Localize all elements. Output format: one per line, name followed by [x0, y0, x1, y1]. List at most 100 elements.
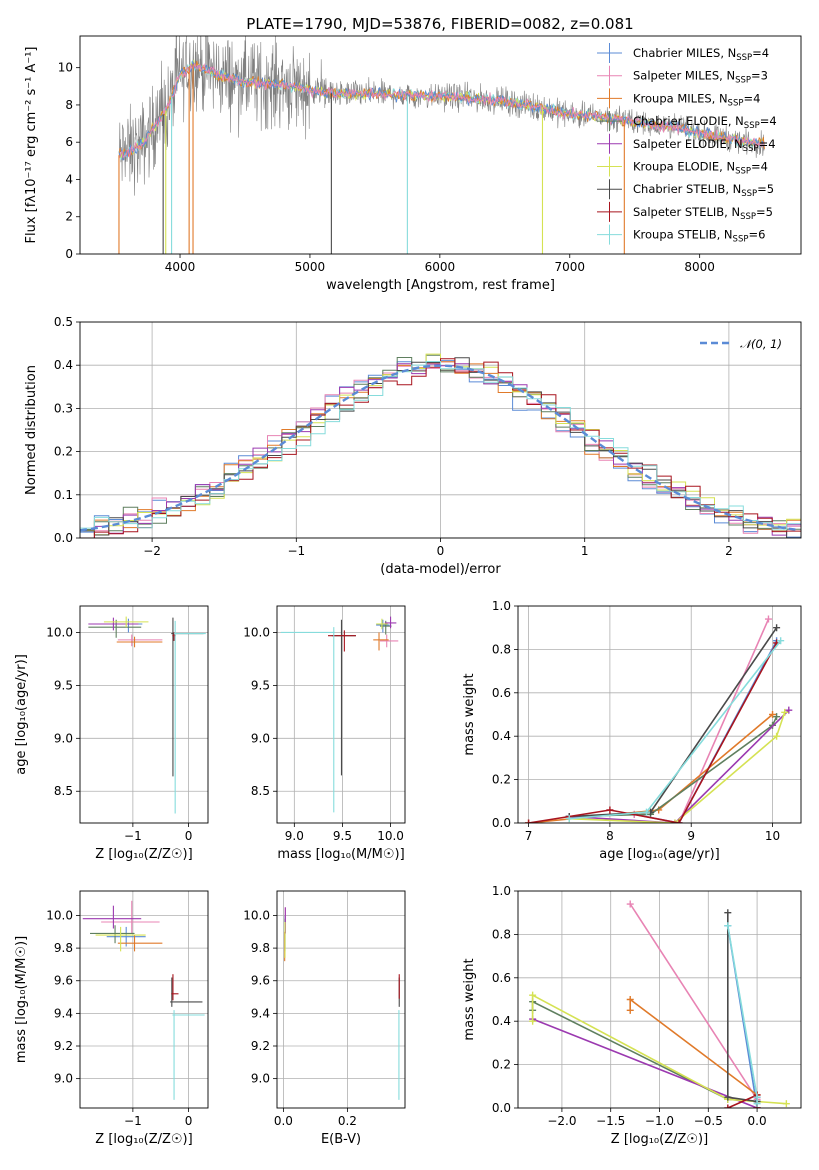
- weight-point-marker: [671, 819, 679, 823]
- weight-point-marker: [525, 819, 533, 823]
- legend-entry-label: 𝒩(0, 1): [740, 337, 782, 351]
- y-tick-label: 4: [65, 172, 73, 186]
- weight-series-line: [629, 997, 758, 1108]
- x-axis-label: mass [log₁₀(M/M☉)]: [277, 847, 404, 862]
- y-tick-label: 8.5: [251, 784, 270, 798]
- weight-point-marker: [565, 815, 573, 823]
- weight-point-marker: [724, 1104, 732, 1108]
- y-tick-label: 1.0: [492, 884, 511, 898]
- y-axis-label: mass [log₁₀(M/M☉)]: [14, 936, 29, 1063]
- axes-frame: [517, 605, 802, 824]
- plot-area: [80, 891, 208, 1108]
- y-tick-label: 9.0: [251, 731, 270, 745]
- x-tick-label: 9.5: [333, 829, 352, 843]
- x-tick-label: 1: [581, 544, 589, 558]
- y-tick-label: 0.8: [492, 642, 511, 656]
- weight-series-line: [532, 1018, 758, 1108]
- weight-point-marker: [769, 711, 777, 718]
- panel-residual_hist: −2 −1 0 1 2 0.0 0.1 0.2 0.3 0.4 0.5 (data-model)/er…: [24, 315, 802, 577]
- x-tick-label: 7000: [554, 260, 585, 274]
- weight-point-marker: [626, 900, 634, 908]
- x-axis-label: wavelength [Angstrom, rest frame]: [326, 278, 555, 293]
- weight-point-marker: [773, 713, 781, 721]
- y-tick-label: 8: [65, 98, 73, 112]
- x-tick-label: −1: [124, 1114, 142, 1128]
- weight-point-marker: [675, 819, 683, 823]
- axes-frame: [517, 890, 802, 1109]
- x-tick-label: 7: [525, 829, 533, 843]
- weight-point-marker: [724, 909, 732, 917]
- x-tick-label: 0.2: [338, 1114, 357, 1128]
- x-tick-label: −1: [124, 829, 142, 843]
- y-tick-label: 10.0: [46, 908, 73, 922]
- y-tick-label: 9.0: [251, 1072, 270, 1086]
- x-tick-label: 0: [437, 544, 445, 558]
- plot-area: [118, 36, 765, 254]
- y-tick-label: 9.6: [251, 974, 270, 988]
- y-tick-label: 9.5: [54, 678, 73, 692]
- x-tick-label: 10.0: [377, 829, 404, 843]
- weight-point-marker: [753, 1100, 761, 1108]
- x-axis-label: Z [log₁₀(Z/Z☉)]: [95, 847, 192, 862]
- weight-series-line: [569, 709, 790, 823]
- y-axis-label: mass weight: [462, 958, 477, 1040]
- panel-spectrum: 4000 5000 6000 7000 8000 0 2 4 6 8 10 wavelength [A…: [24, 35, 802, 293]
- x-axis-label: E(B-V): [321, 1132, 361, 1147]
- weight-point-marker: [782, 1100, 790, 1108]
- weight-point-marker: [773, 732, 781, 740]
- x-tick-label: 9.0: [285, 829, 304, 843]
- plot-area: [277, 606, 405, 823]
- y-tick-label: 0.0: [492, 1101, 511, 1115]
- plot-area: [518, 891, 801, 1108]
- weight-series-line: [531, 1000, 758, 1103]
- y-axis-label: Normed distribution: [24, 365, 39, 495]
- y-tick-label: 6: [65, 135, 73, 149]
- weight-point-marker: [529, 1017, 537, 1025]
- weight-series-line: [569, 627, 778, 818]
- x-tick-label: 0: [185, 1114, 193, 1128]
- plot-area: [277, 891, 405, 1108]
- legend-entry-label: Salpeter MILES, NSSP=3: [633, 69, 768, 86]
- axes-frame: [79, 890, 209, 1109]
- x-tick-label: 8: [606, 829, 614, 843]
- x-axis-label: (data-model)/error: [380, 562, 501, 577]
- x-tick-label: 2: [725, 544, 733, 558]
- legend-entry-label: Kroupa STELIB, NSSP=6: [633, 228, 765, 245]
- legend-entry-label: Chabrier ELODIE, NSSP=4: [633, 114, 777, 131]
- y-axis-label: Flux [fλ10⁻¹⁷ erg cm⁻² s⁻¹ A⁻¹]: [24, 47, 39, 244]
- axes-frame: [79, 35, 802, 255]
- model-spectrum-line: [118, 63, 765, 159]
- y-tick-label: 10: [58, 61, 73, 75]
- y-tick-label: 0.6: [492, 686, 511, 700]
- weight-point-marker: [781, 708, 789, 716]
- y-tick-label: 0.2: [492, 1058, 511, 1072]
- plot-area: [518, 606, 801, 823]
- x-tick-label: 9: [687, 829, 695, 843]
- figure-title: PLATE=1790, MJD=53876, FIBERID=0082, z=0…: [246, 15, 633, 33]
- x-tick-label: 0.0: [274, 1114, 293, 1128]
- y-tick-label: 0.0: [492, 816, 511, 830]
- axes-frame: [276, 605, 406, 824]
- y-tick-label: 0.3: [54, 401, 73, 415]
- weight-point-marker: [764, 615, 772, 623]
- plot-area: [80, 606, 208, 823]
- panel-age_vs_Z: −1 0 8.5 9.0 9.5 10.0 Z [log₁₀(Z/Z☉)] age [log₁…: [14, 605, 209, 862]
- observed-spectrum-line: [118, 36, 765, 196]
- x-tick-label: 6000: [425, 260, 456, 274]
- y-tick-label: 9.2: [54, 1039, 73, 1053]
- y-tick-label: 9.8: [251, 941, 270, 955]
- weight-point-marker: [642, 808, 650, 816]
- x-tick-label: −1: [287, 544, 305, 558]
- y-tick-label: 10.0: [243, 908, 270, 922]
- y-tick-label: 0: [65, 247, 73, 261]
- weight-point-marker: [724, 922, 732, 930]
- x-tick-label: 4000: [165, 260, 196, 274]
- x-tick-label: 8000: [684, 260, 715, 274]
- panel-mass_vs_EBV: 0.0 0.2 9.0 9.2 9.4 9.6 9.8 10.0 E(B-V): [243, 890, 406, 1147]
- panel-age_vs_mass: 9.0 9.5 10.0 8.5 9.0 9.5 10.0 mass [log₁₀(M/M☉)…: [243, 605, 406, 862]
- legend-entry-label: Chabrier STELIB, NSSP=5: [633, 182, 774, 199]
- y-tick-label: 10.0: [46, 625, 73, 639]
- y-tick-label: 0.1: [54, 488, 73, 502]
- x-tick-label: −1.5: [596, 1114, 625, 1128]
- panel-weight_vs_age: 7 8 9 10 0.0 0.2 0.4 0.6 0.8 1.0 age [log₁₀(age/yr…: [462, 599, 802, 862]
